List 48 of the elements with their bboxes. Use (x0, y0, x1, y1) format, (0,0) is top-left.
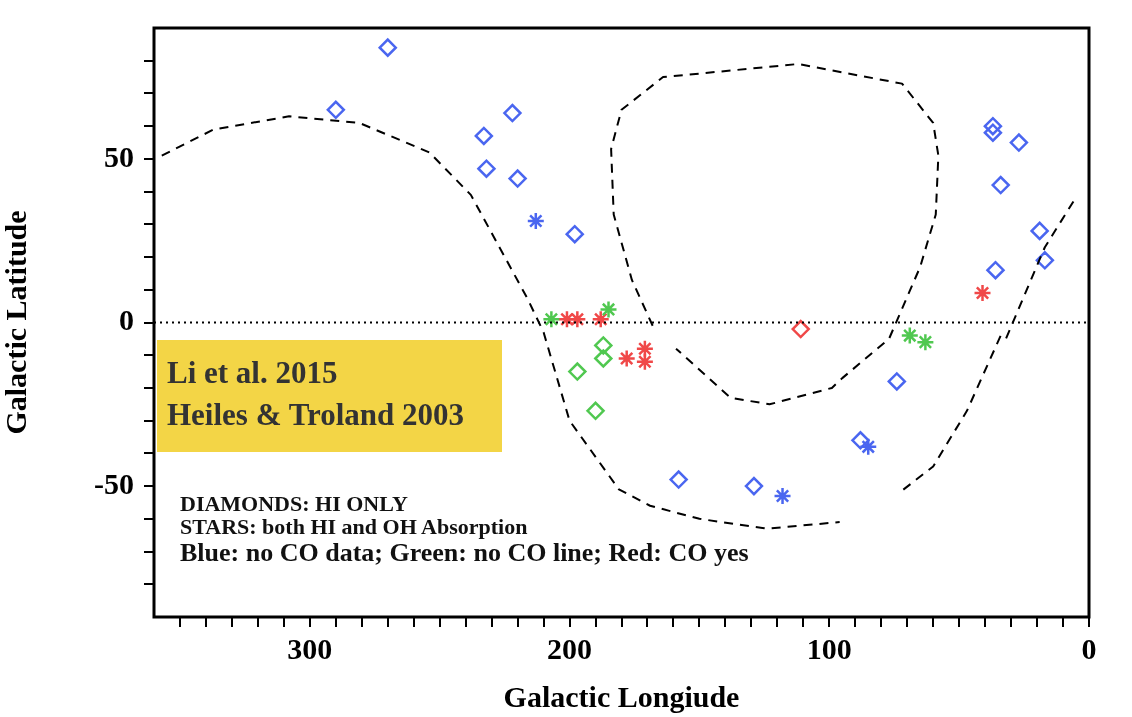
point (508, 169, 527, 188)
point (599, 300, 618, 319)
point (851, 431, 870, 450)
point (916, 332, 935, 352)
annotation: Heiles & Troland 2003 (167, 396, 466, 434)
x-tick-label: 0 (1081, 631, 1097, 665)
point (983, 116, 1003, 136)
point (542, 309, 561, 329)
point (326, 100, 346, 120)
y-tick-label: 50 (104, 139, 134, 173)
point (594, 336, 613, 355)
point (986, 260, 1005, 280)
annotation: Blue: no CO data; Green: no CO line; Red: CO yes (180, 538, 749, 568)
point (635, 339, 655, 358)
caption-box: Li et al. 2015 Heiles & Troland 2003 (157, 340, 502, 452)
y-tick-label: 0 (119, 303, 134, 337)
point (635, 352, 655, 372)
point (744, 476, 764, 496)
point (474, 126, 494, 146)
point (526, 211, 546, 231)
point (617, 349, 636, 368)
point (591, 309, 610, 329)
annotation: Li et al. 2015 (167, 354, 339, 392)
point (991, 175, 1010, 195)
point (669, 470, 688, 489)
point (594, 349, 613, 368)
x-tick-label: 200 (547, 631, 593, 665)
x-tick-label: 100 (806, 631, 852, 665)
point (586, 401, 605, 421)
x-tick-label: 300 (287, 631, 333, 665)
point (568, 309, 587, 329)
x-axis-title: Galactic Longiude (503, 679, 740, 713)
point (983, 123, 1003, 142)
point (477, 159, 496, 178)
point (1030, 221, 1049, 241)
point (565, 224, 584, 244)
annotation: DIAMONDS: HI ONLY (180, 491, 409, 516)
point (378, 38, 397, 57)
y-axis-title: Galactic Latitude (0, 210, 32, 435)
y-tick-label: -50 (94, 466, 134, 500)
point (900, 326, 920, 345)
point (568, 362, 587, 381)
point (503, 103, 522, 123)
annotation: STARS: both HI and OH Absorption (180, 514, 529, 539)
point (973, 283, 992, 303)
point (1009, 133, 1029, 152)
point (887, 372, 907, 391)
point (773, 486, 792, 506)
